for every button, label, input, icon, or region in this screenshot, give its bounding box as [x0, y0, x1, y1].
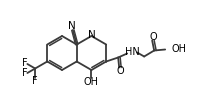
Text: N: N: [68, 21, 75, 31]
Text: O: O: [149, 32, 156, 42]
Text: O: O: [116, 67, 124, 76]
Text: F: F: [32, 75, 38, 85]
Text: F: F: [21, 68, 27, 78]
Text: HN: HN: [124, 47, 139, 57]
Text: OH: OH: [84, 77, 98, 87]
Text: N: N: [87, 29, 95, 39]
Text: OH: OH: [170, 43, 185, 54]
Text: F: F: [21, 58, 27, 68]
